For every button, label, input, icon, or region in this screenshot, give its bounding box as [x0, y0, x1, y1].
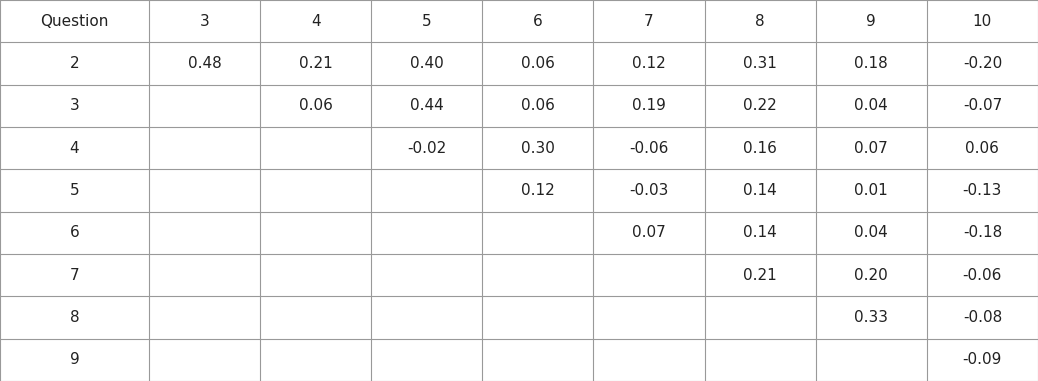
- Text: 8: 8: [756, 14, 765, 29]
- Text: -0.06: -0.06: [962, 268, 1002, 283]
- Text: 3: 3: [199, 14, 210, 29]
- Text: -0.07: -0.07: [963, 98, 1002, 113]
- Text: 0.14: 0.14: [743, 225, 777, 240]
- Text: 9: 9: [70, 352, 79, 367]
- Text: -0.03: -0.03: [629, 183, 668, 198]
- Text: -0.02: -0.02: [407, 141, 446, 156]
- Text: 0.20: 0.20: [854, 268, 889, 283]
- Text: 5: 5: [70, 183, 79, 198]
- Text: 0.44: 0.44: [410, 98, 443, 113]
- Text: -0.13: -0.13: [962, 183, 1002, 198]
- Text: 0.07: 0.07: [854, 141, 889, 156]
- Text: 0.01: 0.01: [854, 183, 889, 198]
- Text: 0.33: 0.33: [854, 310, 889, 325]
- Text: 0.06: 0.06: [965, 141, 1000, 156]
- Text: 6: 6: [70, 225, 79, 240]
- Text: 10: 10: [973, 14, 992, 29]
- Text: -0.20: -0.20: [963, 56, 1002, 71]
- Text: 0.06: 0.06: [521, 56, 554, 71]
- Text: 0.21: 0.21: [743, 268, 777, 283]
- Text: 2: 2: [70, 56, 79, 71]
- Text: Question: Question: [40, 14, 109, 29]
- Text: 9: 9: [867, 14, 876, 29]
- Text: 0.31: 0.31: [743, 56, 777, 71]
- Text: 0.22: 0.22: [743, 98, 777, 113]
- Text: 0.48: 0.48: [188, 56, 221, 71]
- Text: 0.30: 0.30: [521, 141, 554, 156]
- Text: 0.19: 0.19: [632, 98, 666, 113]
- Text: 4: 4: [70, 141, 79, 156]
- Text: 8: 8: [70, 310, 79, 325]
- Text: -0.08: -0.08: [963, 310, 1002, 325]
- Text: 6: 6: [532, 14, 543, 29]
- Text: -0.18: -0.18: [963, 225, 1002, 240]
- Text: 0.07: 0.07: [632, 225, 665, 240]
- Text: 0.06: 0.06: [521, 98, 554, 113]
- Text: 0.18: 0.18: [854, 56, 889, 71]
- Text: 7: 7: [645, 14, 654, 29]
- Text: 4: 4: [310, 14, 321, 29]
- Text: 0.16: 0.16: [743, 141, 777, 156]
- Text: 0.12: 0.12: [521, 183, 554, 198]
- Text: -0.09: -0.09: [962, 352, 1002, 367]
- Text: 0.40: 0.40: [410, 56, 443, 71]
- Text: 0.06: 0.06: [299, 98, 332, 113]
- Text: 0.21: 0.21: [299, 56, 332, 71]
- Text: 0.04: 0.04: [854, 98, 889, 113]
- Text: 7: 7: [70, 268, 79, 283]
- Text: 0.12: 0.12: [632, 56, 665, 71]
- Text: 3: 3: [70, 98, 79, 113]
- Text: -0.06: -0.06: [629, 141, 668, 156]
- Text: 0.04: 0.04: [854, 225, 889, 240]
- Text: 5: 5: [421, 14, 432, 29]
- Text: 0.14: 0.14: [743, 183, 777, 198]
